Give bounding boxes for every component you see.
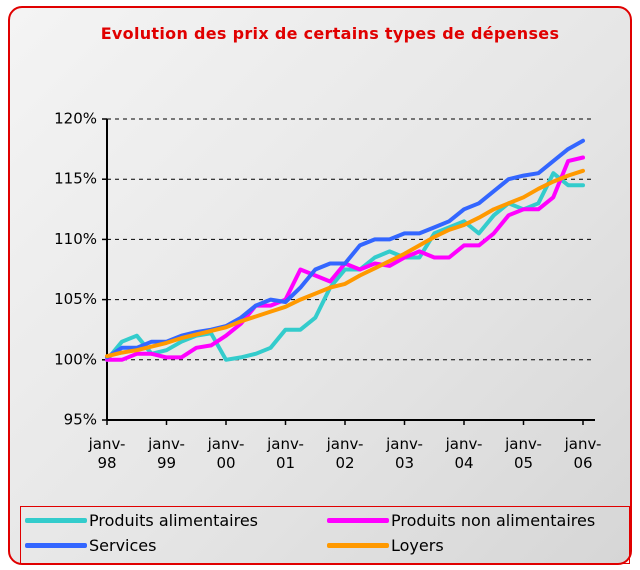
y-tick-label: 105% [54, 290, 97, 308]
legend-swatch [327, 543, 389, 548]
legend-label: Produits alimentaires [89, 511, 259, 530]
series-line [105, 155, 585, 362]
series-line [105, 138, 585, 360]
chart-title: Evolution des prix de certains types de … [100, 24, 560, 43]
legend-label: Services [89, 536, 157, 555]
legend-swatch [25, 543, 87, 548]
x-tick-label: janv-98 [88, 435, 126, 472]
series-line [105, 168, 585, 359]
y-tick-label: 95% [64, 411, 97, 429]
legend-swatch [25, 518, 87, 523]
x-tick-label: janv-06 [564, 435, 602, 472]
y-tick-label: 120% [54, 110, 97, 128]
legend-label: Produits non alimentaires [391, 511, 596, 530]
legend-item: Services [25, 536, 156, 555]
x-tick-label: janv-05 [505, 435, 542, 472]
x-tick-label: janv-04 [445, 435, 483, 472]
legend: Produits alimentaires Produits non alimen… [20, 506, 630, 564]
legend-label: Loyers [391, 536, 444, 555]
x-tick-label: janv-99 [148, 435, 185, 472]
y-tick-label: 100% [54, 350, 97, 368]
x-tick-label: janv-00 [207, 435, 245, 472]
legend-item: Produits non alimentaires [327, 511, 595, 530]
x-tick-label: janv-02 [326, 435, 364, 472]
legend-item: Loyers [327, 536, 444, 555]
chart-frame [8, 6, 632, 565]
x-tick-label: janv-01 [267, 435, 304, 472]
legend-item: Produits alimentaires [25, 511, 258, 530]
y-tick-label: 110% [54, 230, 97, 248]
x-tick-label: janv-03 [386, 435, 423, 472]
legend-swatch [327, 518, 389, 523]
y-tick-label: 115% [54, 170, 97, 188]
